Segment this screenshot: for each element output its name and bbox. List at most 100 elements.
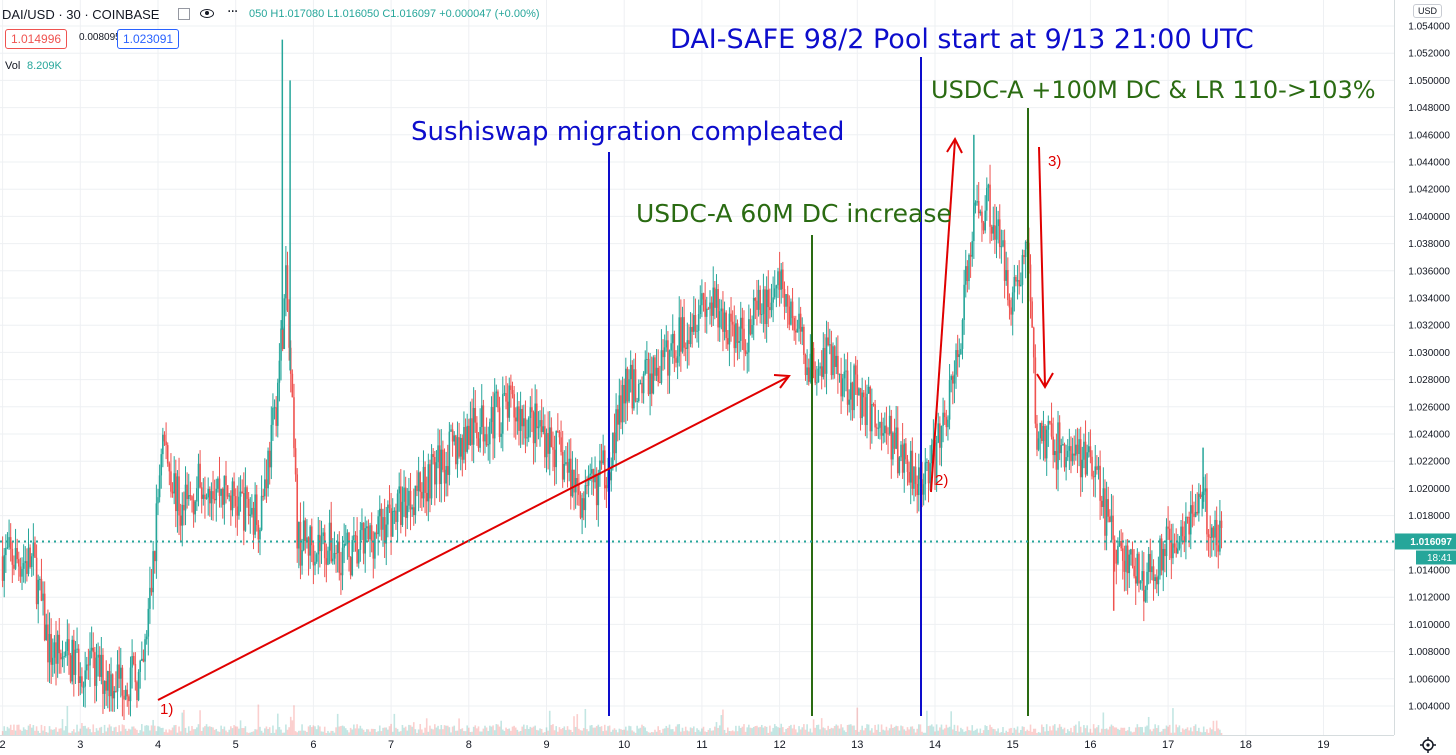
volume-bar <box>960 727 962 735</box>
volume-bar <box>1120 727 1122 735</box>
volume-bar <box>610 731 613 735</box>
candle-body <box>147 608 150 637</box>
candle-body <box>803 326 805 356</box>
candle-body <box>887 433 889 435</box>
volume-bar <box>1050 730 1053 735</box>
candle-body <box>241 491 243 494</box>
volume-bar <box>717 727 719 735</box>
candle-body <box>1160 538 1163 571</box>
volume-bar <box>233 725 235 735</box>
candle-body <box>560 437 562 452</box>
candle-body <box>1211 527 1213 538</box>
candle-body <box>840 373 842 397</box>
candle-body <box>1092 476 1095 478</box>
candle-body <box>691 326 693 332</box>
volume-bar <box>592 727 595 735</box>
volume-bar <box>1015 729 1017 735</box>
candle-body <box>378 508 381 517</box>
volume-bar <box>786 727 789 735</box>
candle-body <box>27 547 30 574</box>
volume-bar <box>827 725 829 735</box>
candle-body <box>119 667 122 679</box>
volume-bar <box>948 726 951 735</box>
volume-bar <box>673 731 676 735</box>
candle-body <box>877 427 880 429</box>
volume-bar <box>926 710 928 735</box>
candle-body <box>296 474 299 549</box>
candle-body <box>1164 548 1166 557</box>
candle-body <box>346 532 349 544</box>
volume-bar <box>775 726 778 735</box>
candle-body <box>738 340 740 343</box>
volume-bar <box>568 729 570 735</box>
volume-bar <box>424 727 426 735</box>
candle-body <box>403 487 405 502</box>
volume-bar <box>210 726 213 735</box>
volume-bar <box>1087 732 1090 735</box>
eye-icon[interactable] <box>200 9 214 18</box>
time-axis[interactable]: 2 3 4 5 6 7 8 9 10 11 12 13 14 15 16 17 18 19 <box>0 735 1394 752</box>
volume-bar <box>369 731 371 735</box>
candle-body <box>294 448 297 475</box>
volume-bar <box>722 709 724 735</box>
volume-bar <box>1117 728 1119 735</box>
x-tick-label: 6 <box>310 739 316 751</box>
candle-body <box>442 449 444 470</box>
settings-gear-icon[interactable] <box>1420 737 1436 753</box>
volume-bar <box>393 713 396 735</box>
volume-bar <box>487 730 490 735</box>
volume-bar <box>320 731 323 735</box>
volume-bar <box>733 731 736 735</box>
candle-body <box>175 473 177 512</box>
currency-badge[interactable]: USD <box>1413 4 1443 18</box>
volume-bar <box>882 729 884 735</box>
volume-bar <box>332 730 334 735</box>
volume-bar <box>825 730 828 735</box>
volume-bar <box>862 730 865 735</box>
candle-body <box>1112 515 1114 540</box>
candle-body <box>1177 548 1179 554</box>
volume-bar <box>259 726 261 735</box>
volume-bar <box>1125 731 1127 735</box>
candle-body <box>908 471 910 483</box>
volume-bar <box>137 732 140 735</box>
volume-bar <box>573 716 575 735</box>
collapse-icon[interactable] <box>178 8 190 20</box>
bid-price[interactable]: 1.014996 <box>5 29 68 49</box>
candle-body <box>246 487 248 499</box>
volume-bar <box>694 731 697 735</box>
volume-bar <box>1053 724 1056 735</box>
volume-bar <box>927 725 930 735</box>
candle-body <box>118 664 120 679</box>
volume-bar <box>1039 732 1042 735</box>
candle-body <box>85 664 88 671</box>
candle-body <box>477 438 480 448</box>
candle-body <box>226 485 229 497</box>
volume-bar <box>526 725 528 735</box>
candle-body <box>540 420 543 432</box>
y-tick-label: 1.008000 <box>1408 647 1450 658</box>
volume-bar <box>1086 725 1088 735</box>
candle-body <box>914 466 917 484</box>
candle-body <box>1206 488 1208 535</box>
candle-body <box>1219 520 1221 552</box>
volume-bar <box>945 724 948 735</box>
volume-bar <box>939 727 941 735</box>
x-tick-label: 10 <box>618 739 630 751</box>
volume-bar <box>1167 726 1169 735</box>
candle-body <box>239 491 242 497</box>
volume-bar <box>336 713 339 735</box>
price-axis[interactable]: 1.0040001.0060001.0080001.0100001.012000… <box>1394 0 1451 735</box>
more-icon[interactable]: ··· <box>227 4 238 20</box>
candle-body <box>322 532 324 537</box>
candle-body <box>390 508 392 537</box>
candle-body <box>1170 539 1173 559</box>
volume-bar <box>1091 732 1093 735</box>
volume-bar <box>178 726 180 735</box>
symbol-title[interactable]: DAI/USD · 30 · COINBASE <box>2 7 160 22</box>
volume-bar <box>1079 726 1082 735</box>
candle-body <box>1 556 4 581</box>
ask-price[interactable]: 1.023091 <box>117 29 180 49</box>
candle-body <box>1212 527 1215 538</box>
